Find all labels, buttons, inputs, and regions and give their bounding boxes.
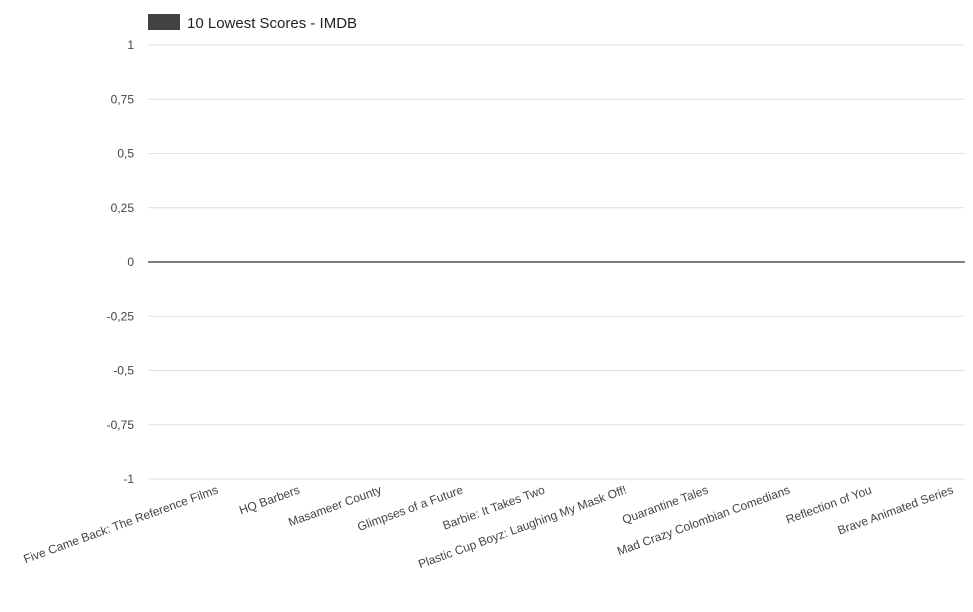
y-tick-label: 0 (127, 255, 134, 269)
legend[interactable]: 10 Lowest Scores - IMDB (148, 14, 357, 32)
x-tick-label: Five Came Back: The Reference Films (22, 483, 220, 567)
x-axis-ticks: Five Came Back: The Reference Films HQ Ba… (22, 483, 956, 572)
y-tick-label: 0,75 (111, 92, 135, 106)
y-tick-label: -1 (123, 472, 134, 486)
legend-label: 10 Lowest Scores - IMDB (187, 15, 357, 32)
y-axis-ticks: 1 0,75 0,5 0,25 0 -0,25 -0,5 -0,75 -1 (107, 38, 135, 486)
y-tick-label: 0,5 (117, 147, 134, 161)
y-tick-label: -0,75 (107, 418, 135, 432)
gridlines (148, 44, 965, 480)
y-tick-label: 1 (127, 38, 134, 52)
x-tick-label: HQ Barbers (237, 483, 301, 518)
y-tick-label: -0,25 (107, 309, 135, 323)
y-tick-label: -0,5 (113, 364, 134, 378)
y-tick-label: 0,25 (111, 201, 135, 215)
legend-swatch (148, 14, 180, 30)
